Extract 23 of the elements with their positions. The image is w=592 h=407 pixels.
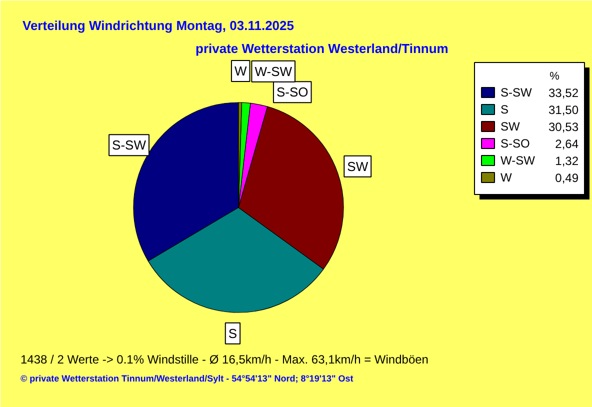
text: © private Wetterstation Tinnum/Westerland/Sylt - 54°54'13" Nord; 8°19'13" Ost <box>20 374 354 384</box>
data-label: 31,50 <box>548 103 579 117</box>
legend-label: S-SW <box>500 86 533 100</box>
slice-label: S <box>228 326 238 341</box>
data-label: 0,49 <box>555 171 579 185</box>
data-label: 2,64 <box>555 137 579 151</box>
legend-label: W <box>500 170 512 184</box>
data-label: 30,53 <box>548 120 579 134</box>
slice-label: W-SW <box>254 64 293 79</box>
legend-label: SW <box>500 120 521 134</box>
legend-title: % <box>550 70 560 82</box>
data-label: 33,52 <box>548 86 579 100</box>
text: 1438 / 2 Werte -> 0.1% Windstille - Ø 16,5km/h - Max. 63,1km/h = Windböen <box>20 352 428 366</box>
slice-label: S-SW <box>112 138 147 153</box>
legend-label: W-SW <box>500 154 536 168</box>
legend-label: S-SO <box>500 136 530 150</box>
chart-subtitle: private Wetterstation Westerland/Tinnum <box>196 41 448 56</box>
data-label: 1,32 <box>555 154 579 168</box>
slice-label: S-SO <box>276 84 308 100</box>
slice-label: SW <box>347 158 369 174</box>
chart-title: Verteilung Windrichtung Montag, 03.11.2025 <box>22 18 294 33</box>
legend-label: S <box>500 102 509 116</box>
slice-label: W <box>234 64 248 79</box>
